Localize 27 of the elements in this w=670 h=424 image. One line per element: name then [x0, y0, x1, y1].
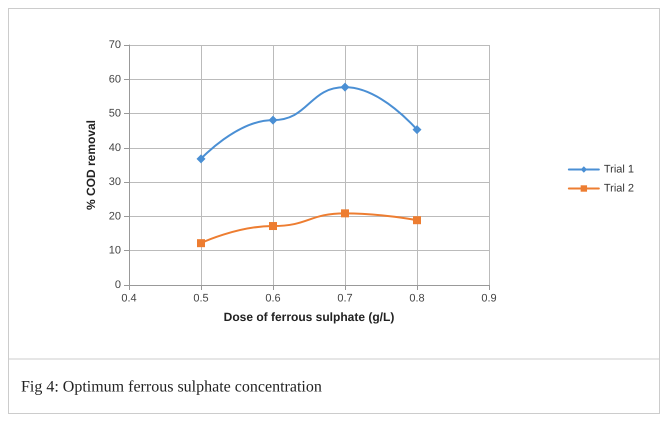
y-tick-label: 10	[108, 244, 121, 257]
y-tick-label: 0	[114, 279, 121, 291]
y-tick-label: 40	[108, 142, 121, 154]
x-axis-title: Dose of ferrous sulphate (g/L)	[224, 310, 394, 324]
legend-label: Trial 1	[604, 164, 634, 176]
y-tick-label: 20	[108, 210, 121, 222]
legend-label: Trial 2	[604, 182, 634, 194]
x-tick-label: 0.5	[193, 292, 209, 304]
point	[341, 209, 349, 218]
x-tick-label: 0.9	[481, 292, 497, 304]
point	[197, 239, 205, 248]
x-tick-label: 0.6	[265, 292, 281, 304]
x-tick-label: 0.4	[121, 292, 137, 304]
point	[412, 125, 422, 134]
x-tick-label: 0.7	[337, 292, 353, 304]
y-tick-label: 60	[108, 73, 121, 86]
point	[340, 82, 350, 92]
y-tick-label: 50	[108, 108, 121, 120]
caption: Fig 4: Optimum ferrous sulphate concentration	[21, 378, 322, 396]
point	[268, 116, 278, 125]
point	[413, 216, 421, 224]
y-axis-title: % COD removal	[84, 120, 98, 210]
point	[269, 222, 277, 230]
point	[196, 154, 206, 164]
x-tick-label: 0.8	[409, 292, 425, 304]
y-tick-label: 30	[108, 176, 121, 188]
y-tick-label: 70	[108, 39, 121, 51]
